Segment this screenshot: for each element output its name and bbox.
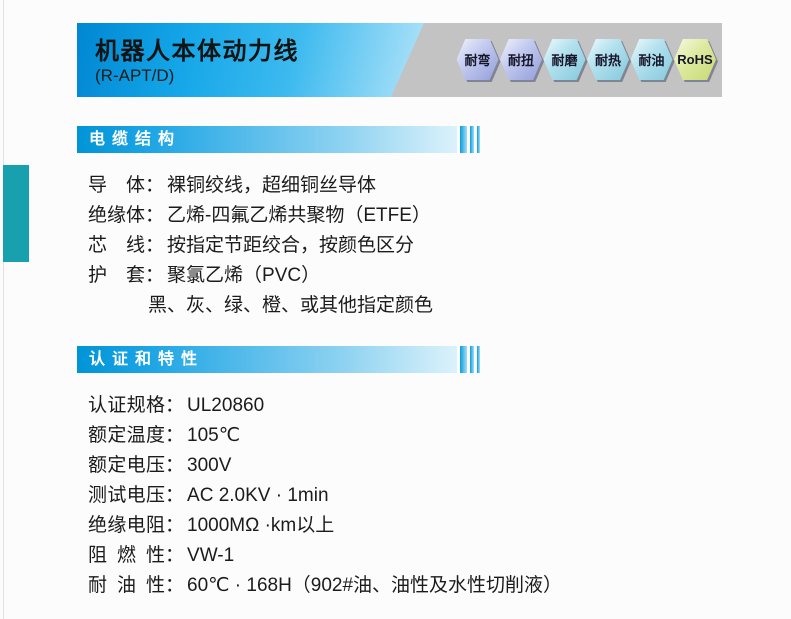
section-title-certification: 认证和特性	[77, 346, 457, 373]
spec-value: 黑、灰、绿、橙、或其他指定颜色	[148, 295, 434, 316]
spec-label: 绝缘体	[88, 205, 146, 226]
badge-rohs: RoHS	[674, 39, 716, 80]
spec-label: 额定电压	[88, 455, 165, 476]
spec-row-insulation: 绝缘体： 乙烯-四氟乙烯共聚物（ETFE）	[88, 201, 433, 231]
spec-colon: ：	[165, 455, 185, 476]
section-title-cable-structure: 电缆结构	[77, 126, 457, 153]
spec-label: 耐油性	[88, 575, 165, 596]
spec-label: 护套	[88, 265, 145, 286]
spec-row-conductor: 导体： 裸铜绞线，超细铜丝导体	[88, 171, 433, 201]
spec-value: 60℃ · 168H（902#油、油性及水性切削液）	[187, 575, 563, 596]
spec-value: 1000MΩ ·km以上	[187, 515, 335, 536]
spec-row-insulation-resistance: 绝缘电阻： 1000MΩ ·km以上	[88, 511, 562, 541]
badge-bend-resistant: 耐弯	[456, 39, 499, 80]
badge-abrasion-resistant: 耐磨	[543, 39, 586, 80]
badge-label: 耐磨	[543, 39, 586, 80]
spec-row-certification: 认证规格： UL20860	[88, 391, 562, 421]
spec-colon: ：	[165, 515, 185, 536]
accent-bar	[476, 346, 480, 373]
badge-label: 耐扭	[500, 39, 542, 80]
spec-label: 导体	[88, 175, 145, 196]
badge-label: 耐弯	[456, 39, 499, 80]
spec-label: 额定温度	[88, 425, 165, 446]
spec-row-rated-temperature: 额定温度： 105℃	[88, 421, 562, 451]
spec-value: 105℃	[187, 425, 241, 446]
spec-colon: ：	[145, 235, 165, 256]
spec-row-sheath-colors: 黑、灰、绿、橙、或其他指定颜色	[88, 291, 433, 321]
spec-colon: ：	[165, 485, 185, 506]
spec-row-test-voltage: 测试电压： AC 2.0KV · 1min	[88, 481, 562, 511]
spec-value: 裸铜绞线，超细铜丝导体	[167, 175, 377, 196]
spec-label: 认证规格	[88, 395, 165, 416]
spec-colon: ：	[165, 395, 185, 416]
product-banner: 机器人本体动力线 (R-APT/D) 耐弯 耐扭 耐磨 耐热 耐油 RoHS	[77, 23, 722, 97]
spec-label: 阻燃性	[88, 545, 165, 566]
accent-bar	[476, 126, 480, 153]
banner-blue-gradient	[77, 23, 424, 97]
spec-colon: ：	[145, 175, 165, 196]
spec-value: 按指定节距绞合，按颜色区分	[167, 235, 415, 256]
spec-row-core-wire: 芯线： 按指定节距绞合，按颜色区分	[88, 231, 433, 261]
spec-row-flame-retardance: 阻燃性： VW-1	[88, 541, 562, 571]
spec-value: 300V	[187, 455, 232, 476]
spec-value: UL20860	[187, 395, 265, 416]
spec-label: 测试电压	[88, 485, 165, 506]
certification-specs: 认证规格： UL20860 额定温度： 105℃ 额定电压： 300V 测试电压： AC…	[88, 391, 562, 601]
accent-bar	[460, 126, 467, 153]
badge-heat-resistant: 耐热	[587, 39, 629, 80]
left-accent-block	[3, 165, 29, 262]
page-edge-line	[3, 0, 4, 619]
badge-twist-resistant: 耐扭	[500, 39, 542, 80]
spec-row-rated-voltage: 额定电压： 300V	[88, 451, 562, 481]
accent-bar	[470, 126, 474, 153]
badge-oil-resistant: 耐油	[630, 39, 673, 80]
spec-row-oil-resistance: 耐油性： 60℃ · 168H（902#油、油性及水性切削液）	[88, 571, 562, 601]
spec-label: 绝缘电阻	[88, 515, 165, 536]
badge-label: RoHS	[674, 39, 716, 80]
spec-colon: ：	[145, 205, 165, 226]
cable-structure-specs: 导体： 裸铜绞线，超细铜丝导体 绝缘体： 乙烯-四氟乙烯共聚物（ETFE） 芯线：按…	[88, 171, 433, 321]
spec-colon: ：	[165, 545, 185, 566]
spec-value: VW-1	[187, 545, 235, 566]
section-accent-bars	[460, 126, 480, 153]
spec-value: AC 2.0KV · 1min	[187, 485, 329, 506]
product-title: 机器人本体动力线	[95, 38, 299, 65]
spec-row-sheath: 护套： 聚氯乙烯（PVC）	[88, 261, 433, 291]
spec-value: 乙烯-四氟乙烯共聚物（ETFE）	[167, 205, 431, 226]
badge-label: 耐热	[587, 39, 629, 80]
accent-bar	[470, 346, 474, 373]
badge-label: 耐油	[630, 39, 673, 80]
product-model: (R-APT/D)	[95, 66, 175, 85]
spec-colon: ：	[145, 265, 165, 286]
section-accent-bars	[460, 346, 480, 373]
spec-value: 聚氯乙烯（PVC）	[167, 265, 321, 286]
accent-bar	[460, 346, 467, 373]
spec-colon: ：	[165, 425, 185, 446]
property-badges: 耐弯 耐扭 耐磨 耐热 耐油 RoHS	[456, 39, 716, 80]
spec-label: 芯线	[88, 235, 145, 256]
spec-colon: ：	[165, 575, 185, 596]
